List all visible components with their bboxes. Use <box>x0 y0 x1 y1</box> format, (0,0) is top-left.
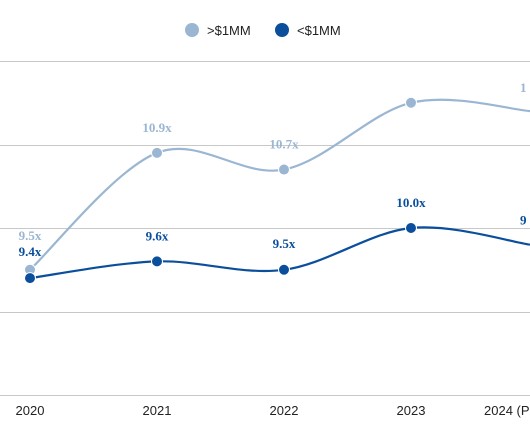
series-2: 9.4x 9.6x 9.5x 10.0x 9 <box>19 195 530 285</box>
legend-label-series-2: <$1MM <box>297 23 341 38</box>
x-tick-label: 2021 <box>143 403 172 418</box>
data-label: 9 <box>520 213 527 228</box>
legend-marker-series-2 <box>275 23 289 37</box>
x-tick-label: 2023 <box>397 403 426 418</box>
data-label: 9.4x <box>19 244 42 259</box>
data-label: 10.0x <box>396 195 426 210</box>
x-tick-label: 2022 <box>270 403 299 418</box>
x-axis-ticks: 2020 2021 2022 2023 2024 (P <box>16 403 530 418</box>
series-layer: 9.5x 10.9x 10.7x 1 9.4x 9.6x 9.5x 10.0x 9 <box>19 80 530 285</box>
x-tick-label: 2020 <box>16 403 45 418</box>
legend-item-series-1: >$1MM <box>185 23 251 38</box>
data-point <box>405 222 417 234</box>
data-point <box>24 272 36 285</box>
series-1: 9.5x 10.9x 10.7x 1 <box>19 80 530 276</box>
data-label: 1 <box>520 80 527 95</box>
data-label: 10.9x <box>142 120 172 135</box>
data-label: 9.5x <box>19 228 42 243</box>
data-point <box>278 163 290 176</box>
data-label: 9.5x <box>273 236 296 251</box>
data-label: 9.6x <box>146 228 169 243</box>
legend-label-series-1: >$1MM <box>207 23 251 38</box>
data-label: 10.7x <box>269 137 299 152</box>
data-point <box>405 96 417 109</box>
data-point <box>278 263 290 276</box>
legend: >$1MM <$1MM <box>185 23 341 38</box>
data-point <box>151 255 163 268</box>
x-tick-label: 2024 (P <box>484 403 530 418</box>
legend-marker-series-1 <box>185 23 199 37</box>
data-point <box>151 146 163 159</box>
gridlines <box>0 61 530 396</box>
legend-item-series-2: <$1MM <box>275 23 341 38</box>
